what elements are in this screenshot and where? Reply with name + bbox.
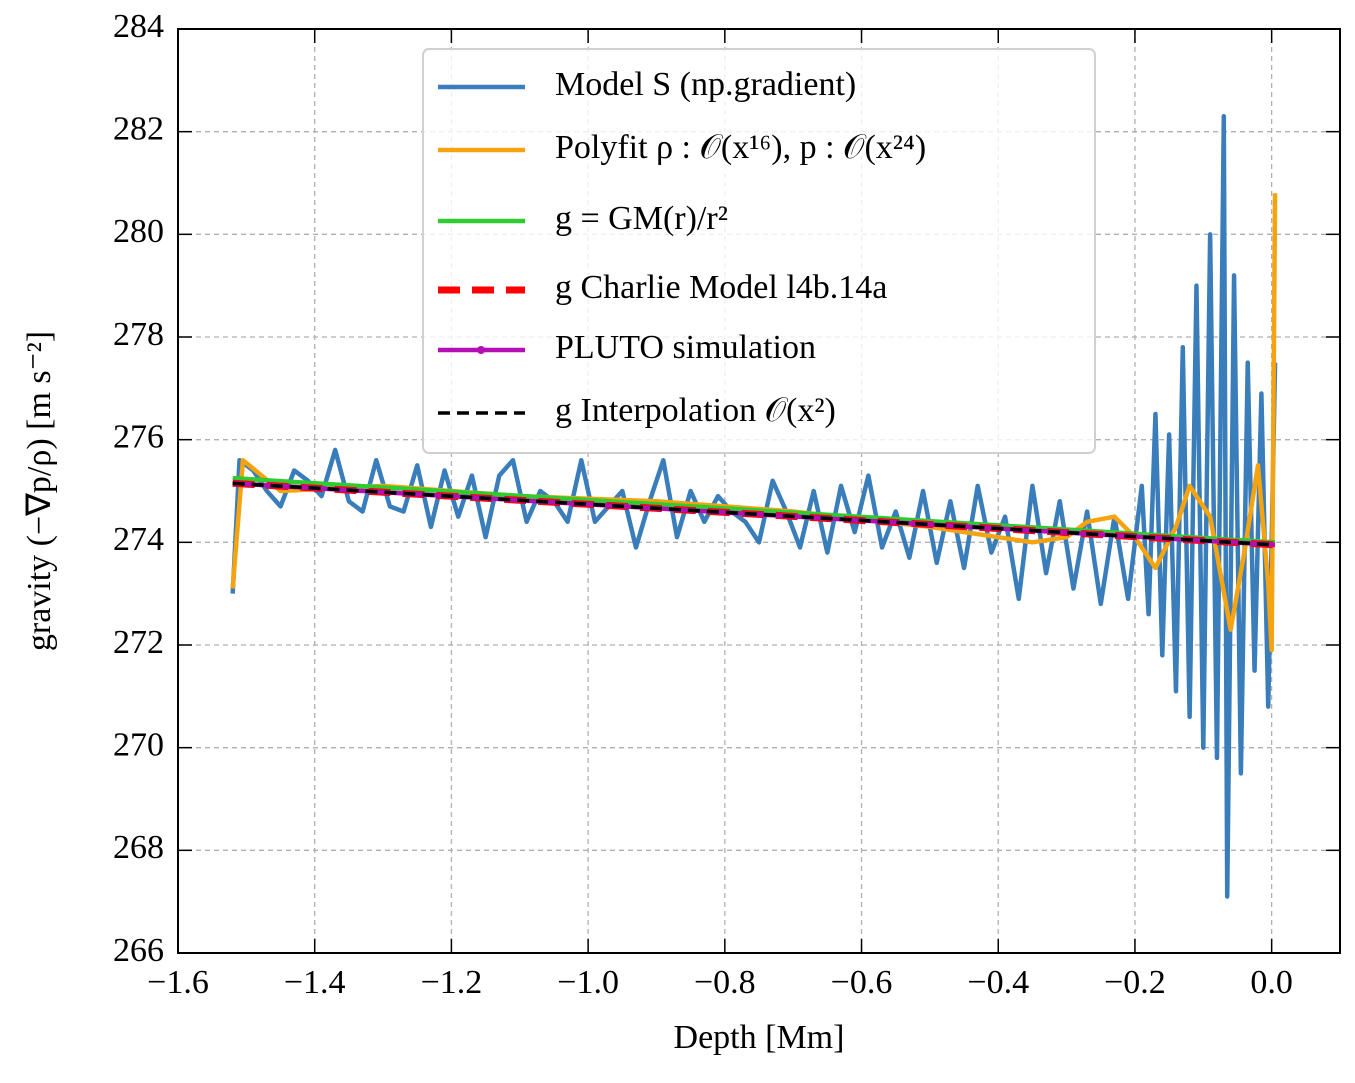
legend-marker [477, 346, 485, 354]
series-line [232, 481, 1276, 547]
x-tick-label: −0.6 [831, 964, 893, 1001]
x-tick-label: −0.4 [967, 964, 1029, 1001]
y-tick-label: 268 [113, 829, 164, 866]
x-tick-label: −0.8 [694, 964, 756, 1001]
y-tick-label: 284 [113, 8, 164, 45]
x-axis-label: Depth [Mm] [674, 1019, 845, 1056]
y-tick-label: 266 [113, 932, 164, 969]
x-tick-label: −1.4 [284, 964, 346, 1001]
x-tick-label: −1.0 [557, 964, 619, 1001]
legend-box [422, 48, 1096, 454]
legend-label: PLUTO simulation [555, 329, 816, 366]
x-tick-label: −0.2 [1104, 964, 1166, 1001]
y-tick-label: 276 [113, 418, 164, 455]
y-tick-label: 274 [113, 521, 164, 558]
x-tick-label: −1.2 [421, 964, 483, 1001]
plot-frame [177, 28, 1341, 954]
series-line [230, 114, 1278, 899]
legend-label: Model S (np.gradient) [555, 66, 856, 103]
legend-label: Polyfit ρ : 𝒪(x¹⁶), p : 𝒪(x²⁴) [555, 129, 926, 166]
y-axis-label: gravity (−∇p/ρ) [m s⁻²] [21, 331, 58, 651]
y-tick-label: 270 [113, 726, 164, 763]
x-tick-label: 0.0 [1250, 964, 1293, 1001]
y-tick-label: 282 [113, 110, 164, 147]
legend-label: g Interpolation 𝒪(x²) [555, 392, 836, 429]
x-tick-label: −1.6 [147, 964, 209, 1001]
y-tick-label: 272 [113, 624, 164, 661]
legend-label: g = GM(r)/r² [555, 200, 728, 237]
legend-label: g Charlie Model l4b.14a [555, 269, 887, 306]
y-tick-label: 280 [113, 213, 164, 250]
y-tick-label: 278 [113, 316, 164, 353]
